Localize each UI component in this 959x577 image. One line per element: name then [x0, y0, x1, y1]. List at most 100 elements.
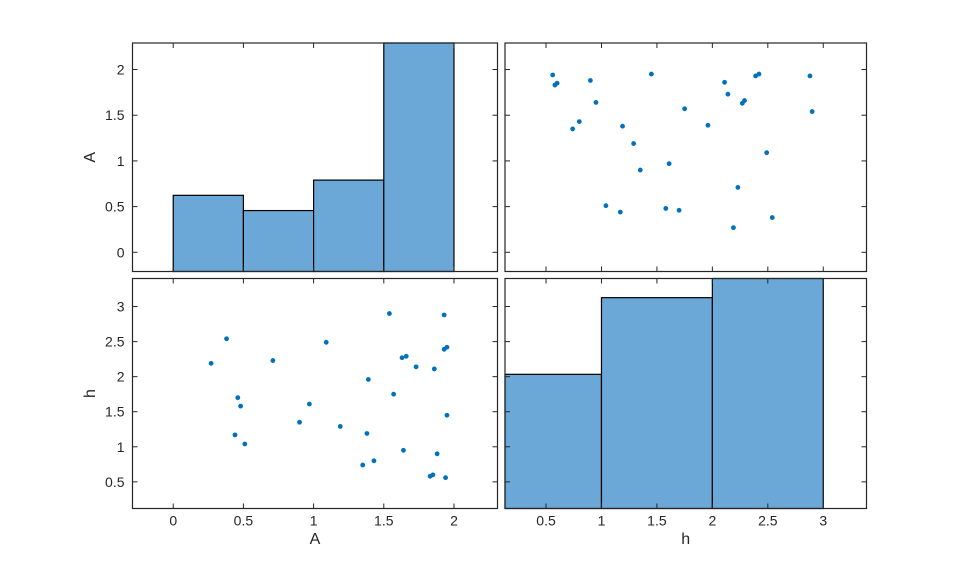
- scatter-point: [725, 91, 731, 97]
- y-tick-label: 3: [117, 299, 125, 315]
- scatter-point: [756, 71, 762, 77]
- scatter-point: [297, 419, 302, 425]
- x-tick-label: 1: [310, 513, 318, 529]
- histogram-bar: [711, 277, 824, 510]
- histogram-bar: [383, 42, 455, 273]
- scatter-point: [587, 78, 593, 83]
- scatter-point: [620, 123, 625, 129]
- panel-scatter-A-vs-h: 0 0.5 1 1.5 2 0.5 1 1.5 2 2.5 3 Ah: [82, 277, 499, 548]
- histogram-bar: [600, 297, 713, 510]
- x-axis-label-A: A: [310, 531, 321, 548]
- scatter-point: [235, 395, 241, 401]
- scatter-point: [364, 431, 370, 436]
- histogram-bar: [504, 373, 603, 510]
- panel-hist-h: 0.5 1 1.5 2 2.5 3 h: [504, 277, 868, 548]
- scatter-point: [663, 206, 669, 211]
- scatter-point: [430, 472, 436, 478]
- histogram-bar: [312, 179, 385, 273]
- scatter-point: [809, 109, 815, 114]
- scatter-point: [270, 358, 276, 363]
- scatter-point: [637, 167, 643, 173]
- scatter-point: [742, 98, 747, 103]
- scatter-point: [593, 100, 599, 105]
- scatter-point: [676, 207, 682, 213]
- scatter-point: [443, 475, 448, 481]
- scatter-point: [391, 391, 397, 397]
- scatter-point: [242, 441, 248, 447]
- scatter-point: [731, 225, 736, 231]
- scatter-point: [431, 366, 437, 372]
- scatter-point: [413, 364, 419, 370]
- scatter-point: [444, 412, 450, 418]
- x-tick-label: 0: [169, 513, 177, 529]
- x-tick-label: 3: [819, 513, 827, 529]
- scatter-point: [401, 447, 406, 453]
- x-tick-label: 1: [598, 513, 606, 529]
- scatter-point: [387, 311, 392, 316]
- scatter-point: [232, 432, 238, 438]
- scatter-point: [399, 355, 405, 361]
- y-tick-label: 1.5: [105, 107, 125, 123]
- x-tick-label: 0.5: [234, 513, 254, 529]
- tick-marks: [505, 43, 867, 272]
- scatter-point: [722, 79, 727, 85]
- x-tick-label: 1.5: [647, 513, 667, 529]
- scatter-point: [735, 185, 741, 190]
- y-tick-label: 2.5: [105, 334, 125, 350]
- y-tick-label: 0.5: [105, 474, 125, 490]
- scatter-point: [550, 72, 556, 78]
- scatter-point: [403, 353, 409, 359]
- x-axis-label-h: h: [681, 531, 690, 548]
- panel-hist-A: 0 0.5 1 1.5 2 A: [82, 42, 499, 273]
- scatter-point: [682, 106, 688, 112]
- tick-marks: [132, 43, 498, 272]
- y-tick-label: 2: [117, 369, 125, 385]
- scatter-point: [444, 344, 450, 350]
- scatter-point: [323, 339, 329, 345]
- scatter-point: [434, 451, 440, 457]
- histogram-bar: [172, 194, 245, 273]
- y-tick-label: 1: [117, 153, 125, 169]
- y-tick-label: 1: [117, 439, 125, 455]
- scatter-point: [365, 377, 371, 382]
- x-tick-label: 2: [450, 513, 458, 529]
- panel-scatter-h-vs-A: [504, 42, 868, 273]
- y-axis-label-h: h: [82, 389, 99, 398]
- tick-marks: [505, 278, 867, 509]
- axis-border: [504, 277, 868, 510]
- histogram-bar: [242, 209, 315, 273]
- scatter-point: [208, 360, 214, 366]
- scatter-point: [306, 401, 312, 407]
- scatter-point: [705, 122, 711, 128]
- tick-marks: [132, 278, 498, 509]
- x-tick-label: 2.5: [758, 513, 778, 529]
- scatter-point: [224, 336, 229, 342]
- y-tick-label: 0.5: [105, 199, 125, 215]
- y-tick-label: 0: [117, 244, 125, 260]
- y-axis-label-A: A: [82, 152, 99, 163]
- scatter-point: [666, 161, 672, 167]
- scatter-point: [769, 215, 775, 220]
- scatter-point: [764, 150, 770, 156]
- axis-border: [504, 42, 868, 273]
- scatter-point: [238, 403, 243, 409]
- scatter-point: [570, 126, 576, 132]
- scatter-point: [360, 462, 366, 468]
- axis-border: [131, 42, 499, 273]
- axis-border: [131, 277, 499, 510]
- scatter-point: [576, 119, 582, 125]
- scatter-point: [648, 71, 654, 77]
- scatter-point: [603, 203, 609, 209]
- x-tick-label: 2: [708, 513, 716, 529]
- y-tick-label: 2: [117, 62, 125, 78]
- scatter-point: [371, 458, 377, 464]
- scatter-point: [554, 80, 560, 86]
- scatter-point: [441, 312, 447, 318]
- y-tick-label: 1.5: [105, 404, 125, 420]
- scatter-point: [631, 141, 637, 146]
- scatter-point: [617, 209, 623, 215]
- x-tick-label: 0.5: [536, 513, 556, 529]
- scatter-point: [337, 424, 343, 429]
